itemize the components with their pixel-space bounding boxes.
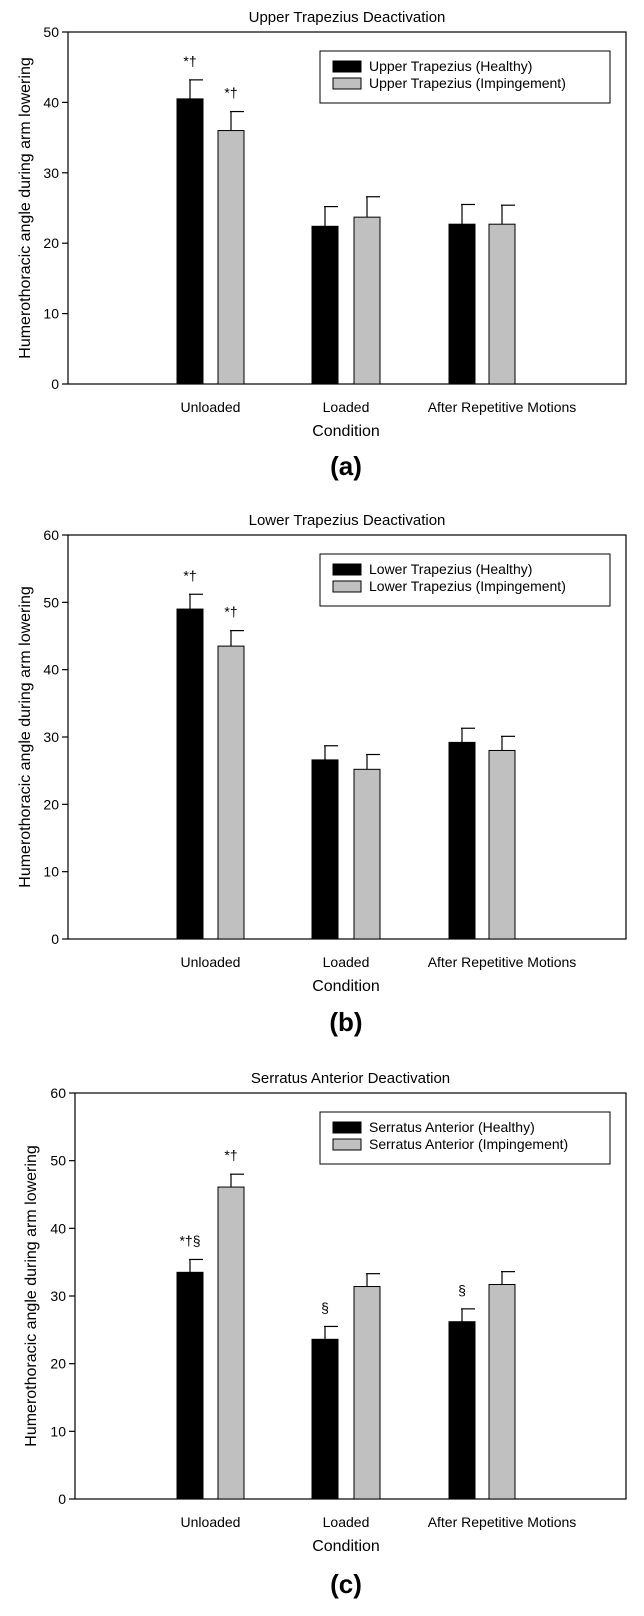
bar-healthy bbox=[311, 759, 339, 940]
bar-healthy bbox=[311, 1338, 339, 1500]
legend-label: Upper Trapezius (Healthy) bbox=[369, 58, 532, 74]
y-tick-label: 10 bbox=[43, 306, 59, 322]
x-category-label: Loaded bbox=[323, 954, 370, 970]
significance-marker: *† bbox=[224, 85, 237, 101]
y-axis-label: Humerothoracic angle during arm lowering bbox=[17, 586, 34, 887]
bar-healthy bbox=[176, 98, 204, 385]
chart-title: Upper Trapezius Deactivation bbox=[249, 9, 446, 26]
bar-healthy bbox=[311, 225, 339, 385]
legend-label: Lower Trapezius (Healthy) bbox=[369, 561, 532, 577]
y-tick-label: 20 bbox=[50, 1356, 66, 1372]
bar-impingement bbox=[353, 1286, 381, 1500]
y-tick-label: 0 bbox=[51, 931, 59, 947]
chart-panel-1: Upper Trapezius Deactivation 0 10 20 30 40 50 H… bbox=[17, 9, 627, 481]
y-tick-label: 40 bbox=[50, 1220, 66, 1236]
legend-swatch bbox=[332, 60, 362, 73]
x-category-label: After Repetitive Motions bbox=[428, 399, 577, 415]
bar-impingement bbox=[488, 223, 516, 385]
y-axis-label: Humerothoracic angle during arm lowering bbox=[17, 57, 34, 358]
panel-label: (c) bbox=[330, 1569, 362, 1599]
y-tick-label: 20 bbox=[43, 235, 59, 251]
bar-impingement bbox=[217, 645, 245, 940]
significance-marker: § bbox=[321, 1299, 329, 1315]
y-tick-label: 10 bbox=[43, 864, 59, 880]
bar-healthy bbox=[176, 608, 204, 940]
x-category-label: After Repetitive Motions bbox=[428, 1514, 577, 1530]
significance-marker: *† bbox=[183, 53, 196, 69]
y-tick-label: 30 bbox=[50, 1288, 66, 1304]
bar-impingement bbox=[353, 216, 381, 385]
panel-label: (b) bbox=[329, 1007, 362, 1037]
bar-impingement bbox=[488, 749, 516, 940]
bar-healthy bbox=[448, 223, 476, 385]
significance-marker: *† bbox=[224, 1147, 237, 1163]
y-axis-label: Humerothoracic angle during arm lowering bbox=[23, 1145, 40, 1446]
x-category-label: Unloaded bbox=[181, 954, 241, 970]
legend-swatch bbox=[332, 580, 362, 593]
y-tick-label: 0 bbox=[58, 1491, 66, 1507]
x-category-label: Unloaded bbox=[181, 1514, 241, 1530]
x-category-label: After Repetitive Motions bbox=[428, 954, 577, 970]
y-tick-label: 50 bbox=[43, 24, 59, 40]
y-tick-label: 30 bbox=[43, 165, 59, 181]
y-tick-label: 10 bbox=[50, 1423, 66, 1439]
legend-swatch bbox=[332, 1121, 362, 1134]
legend-label: Serratus Anterior (Impingement) bbox=[369, 1136, 568, 1152]
significance-marker: *†§ bbox=[179, 1232, 200, 1248]
chart-panel-2: Lower Trapezius Deactivation 0 10 20 30 40 50 6… bbox=[17, 512, 627, 1037]
y-tick-label: 0 bbox=[51, 376, 59, 392]
bar-healthy bbox=[448, 741, 476, 940]
panel-label: (a) bbox=[330, 451, 362, 481]
bar-impingement bbox=[217, 1186, 245, 1500]
bar-impingement bbox=[217, 130, 245, 385]
legend-label: Upper Trapezius (Impingement) bbox=[369, 75, 566, 91]
y-tick-label: 60 bbox=[43, 527, 59, 543]
bar-impingement bbox=[488, 1283, 516, 1500]
significance-marker: *† bbox=[224, 604, 237, 620]
y-tick-label: 30 bbox=[43, 729, 59, 745]
x-axis-label: Condition bbox=[312, 1538, 380, 1555]
y-tick-label: 50 bbox=[50, 1153, 66, 1169]
x-category-label: Loaded bbox=[323, 1514, 370, 1530]
legend-swatch bbox=[332, 77, 362, 90]
legend-box bbox=[319, 1111, 611, 1165]
chart-title: Lower Trapezius Deactivation bbox=[249, 512, 446, 529]
y-tick-label: 60 bbox=[50, 1085, 66, 1101]
bar-impingement bbox=[353, 768, 381, 940]
legend-swatch bbox=[332, 1138, 362, 1151]
y-tick-label: 40 bbox=[43, 662, 59, 678]
legend-box bbox=[319, 553, 611, 607]
y-tick-label: 50 bbox=[43, 594, 59, 610]
chart-panel-3: Serratus Anterior Deactivation 0 10 20 30 40 5… bbox=[23, 1070, 627, 1599]
legend-swatch bbox=[332, 563, 362, 576]
x-axis-label: Condition bbox=[312, 978, 380, 995]
significance-marker: § bbox=[458, 1282, 466, 1298]
y-tick-label: 40 bbox=[43, 94, 59, 110]
legend-box bbox=[319, 50, 611, 104]
chart-title: Serratus Anterior Deactivation bbox=[251, 1070, 450, 1087]
bar-healthy bbox=[176, 1271, 204, 1500]
x-category-label: Loaded bbox=[323, 399, 370, 415]
x-axis-label: Condition bbox=[312, 423, 380, 440]
plot-frame bbox=[67, 31, 627, 385]
legend-label: Lower Trapezius (Impingement) bbox=[369, 578, 566, 594]
x-category-label: Unloaded bbox=[181, 399, 241, 415]
significance-marker: *† bbox=[183, 567, 196, 583]
bar-healthy bbox=[448, 1321, 476, 1500]
legend-label: Serratus Anterior (Healthy) bbox=[369, 1119, 535, 1135]
y-tick-label: 20 bbox=[43, 796, 59, 812]
